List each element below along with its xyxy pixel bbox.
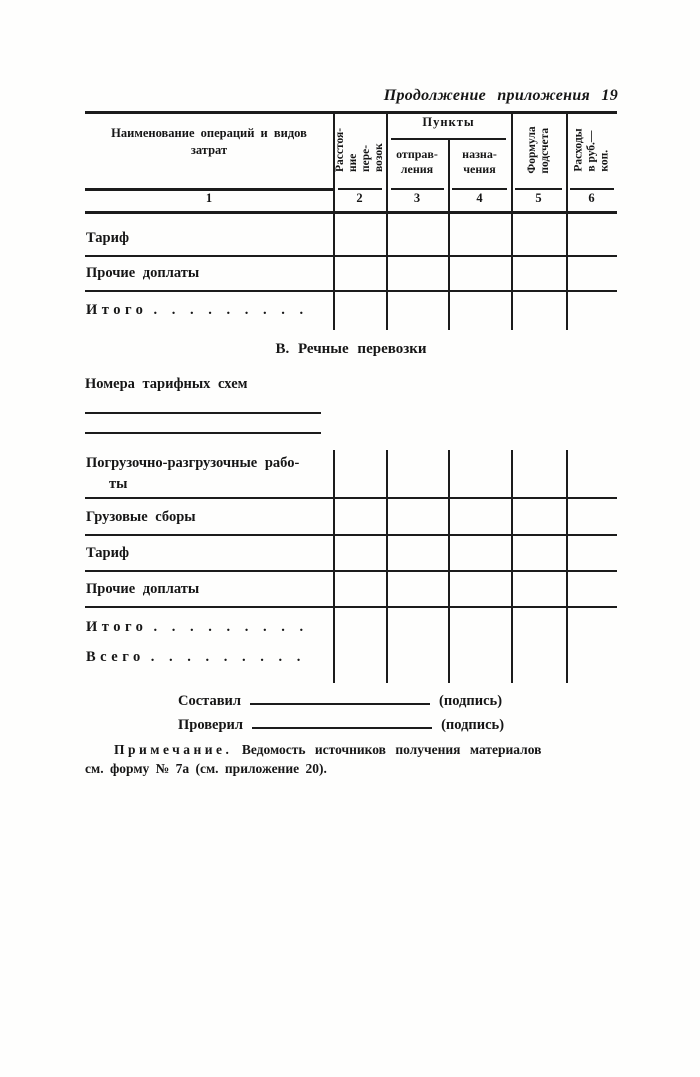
table2-row-separator-4: [85, 606, 617, 608]
table1-row-prochie-doplaty: Прочие доплаты: [86, 265, 200, 281]
itogo-dot-leader: . . . . . . . . .: [153, 302, 305, 318]
sostavil-signature-blank: [250, 692, 431, 705]
table1-colnum-6: 6: [588, 191, 595, 205]
table1-header-col3: отправ- ления: [396, 147, 438, 176]
note-line-2: см. форму № 7а (см. приложение 20).: [85, 761, 327, 776]
table2-divider-col4-col5: [511, 450, 513, 683]
table1-header-col2-rotated-text: Расстоя- ние пере- возок: [333, 127, 385, 172]
signature-row-sostavil: Составил (подпись): [178, 692, 502, 710]
sostavil-label: Составил: [178, 693, 242, 709]
header-underline-col2: [338, 188, 382, 190]
table1-row-itogo: Итого . . . . . . . . .: [86, 302, 332, 319]
table1-divider-col1-col2: [333, 111, 335, 330]
table-2: Погрузочно-разгрузочные рабо- ты Грузовы…: [85, 450, 617, 683]
vsego-dot-leader: . . . . . . . . .: [150, 649, 302, 665]
note-label: Примечание.: [114, 742, 233, 757]
tariff-scheme-blank-line-2: [85, 432, 321, 434]
table1-divider-col2-col3: [386, 111, 388, 330]
proveril-podpis-label: (подпись): [441, 717, 505, 733]
table1-colnum-2: 2: [356, 191, 363, 205]
table1-colnum-1: 1: [205, 191, 213, 205]
itogo-label: Итого: [86, 302, 148, 318]
tariff-schemes-label: Номера тарифных схем: [85, 376, 248, 392]
table2-divider-col1-col2: [333, 450, 335, 683]
proveril-signature-blank: [252, 716, 433, 729]
table2-row-vsego: Всего . . . . . . . . .: [86, 649, 332, 666]
header-underline-col4: [452, 188, 507, 190]
tariff-scheme-blank-line-1: [85, 412, 321, 414]
sostavil-podpis-label: (подпись): [439, 693, 503, 709]
table1-divider-col5-col6: [566, 111, 568, 330]
vsego-label: Всего: [86, 649, 145, 665]
table1-header-col6: Расходы в руб.— коп.: [566, 111, 617, 188]
table2-row-separator-2: [85, 534, 617, 536]
table2-row-separator-3: [85, 570, 617, 572]
table1-divider-col3-col4: [448, 138, 450, 330]
table1-header-bottom-border: [85, 211, 617, 214]
itogo-dot-leader: . . . . . . . . .: [153, 619, 305, 635]
table1-header-col5: Формула подсчета: [511, 111, 566, 188]
note-text: Ведомость источников получения материало…: [241, 742, 542, 757]
note-paragraph: Примечание. Ведомость источников получен…: [85, 740, 622, 778]
header-underline-col5: [515, 188, 562, 190]
header-underline-col6: [570, 188, 614, 190]
table1-row-tarif: Тариф: [86, 230, 130, 246]
table2-row-prochie-doplaty: Прочие доплаты: [86, 581, 200, 597]
proveril-label: Проверил: [178, 717, 244, 733]
table2-row-separator-1: [85, 497, 617, 499]
table1-header-col5-rotated-text: Формула подсчета: [525, 125, 551, 174]
section-b-title: В. Речные перевозки: [275, 341, 427, 357]
table1-colnum-5: 5: [535, 191, 542, 205]
table2-row-tarif: Тариф: [86, 545, 130, 561]
table1-divider-col4-col5: [511, 111, 513, 330]
table2-divider-col2-col3: [386, 450, 388, 683]
page-continuation-header: Продолжение приложения 19: [383, 87, 618, 104]
signature-row-proveril: Проверил (подпись): [178, 716, 504, 734]
table-1: Наименование операций и видов затрат Рас…: [85, 111, 617, 330]
table1-header-col2: Расстоя- ние пере- возок: [333, 111, 386, 188]
table1-row-separator-1: [85, 255, 617, 257]
table1-header-col4: назна- чения: [462, 147, 497, 176]
header-underline-col1: [85, 188, 333, 191]
table1-colnum-3: 3: [413, 191, 421, 205]
table1-colnum-4: 4: [476, 191, 483, 205]
table2-row-pogruzochno: Погрузочно-разгрузочные рабо- ты: [86, 455, 300, 492]
table1-header-col1: Наименование операций и видов затрат: [111, 126, 307, 157]
table2-row-itogo: Итого . . . . . . . . .: [86, 619, 332, 636]
punkty-group-underline: [391, 138, 506, 140]
header-underline-col3: [391, 188, 444, 190]
itogo-label: Итого: [86, 619, 148, 635]
table1-header-punkty-group: Пункты: [422, 115, 475, 129]
table1-top-border: [85, 111, 617, 114]
table1-header-col6-rotated-text: Расходы в руб.— коп.: [572, 127, 610, 172]
table2-row-gruzovye-sbory: Грузовые сборы: [86, 509, 196, 525]
table2-divider-col5-col6: [566, 450, 568, 683]
table2-divider-col3-col4: [448, 450, 450, 683]
note-line-1: Примечание. Ведомость источников получен…: [85, 740, 622, 759]
table1-row-separator-2: [85, 290, 617, 292]
